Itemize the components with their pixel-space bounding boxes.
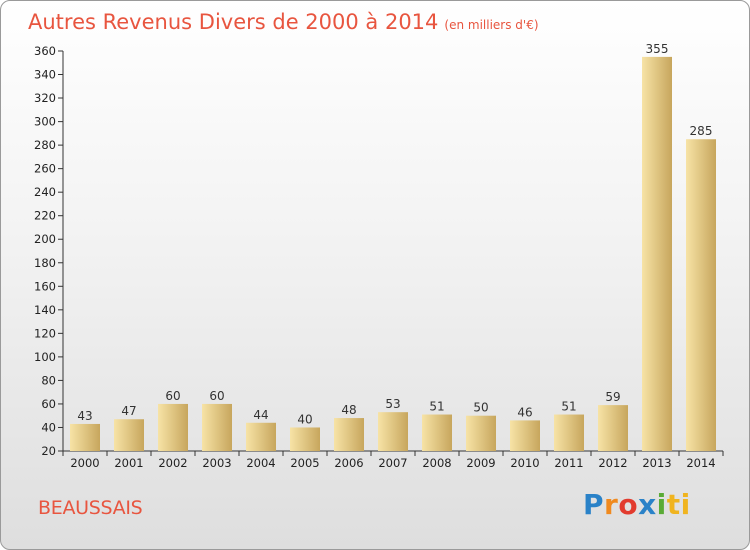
bar — [334, 418, 364, 451]
bar — [114, 419, 144, 451]
chart-title-text: Autres Revenus Divers de 2000 à 2014 — [28, 10, 439, 34]
bar — [246, 422, 276, 451]
y-tick-label: 300 — [34, 115, 56, 129]
bar-value-label: 40 — [297, 412, 312, 426]
x-tick-label: 2003 — [202, 456, 231, 470]
x-tick-label: 2004 — [246, 456, 275, 470]
bar-value-label: 43 — [77, 409, 92, 423]
bar-value-label: 48 — [341, 403, 356, 417]
bar — [554, 414, 584, 451]
town-name: BEAUSSAIS — [38, 497, 143, 519]
logo-letter: ti — [666, 488, 691, 521]
bar — [686, 139, 716, 451]
chart-data-labels: 43 47 60 60 44 40 48 53 51 50 46 51 59 355 285 — [77, 42, 712, 427]
x-tick-label: 2014 — [686, 456, 715, 470]
x-tick-label: 2009 — [466, 456, 495, 470]
bar — [202, 403, 232, 451]
bar — [290, 427, 320, 451]
proxiti-logo: Proxiti — [583, 488, 691, 521]
chart-axes: 20 40 60 80 100 120 140 160 180 200 220 240 260 280 30… — [34, 44, 724, 470]
bar-value-label: 60 — [209, 389, 224, 403]
x-tick-label: 2007 — [378, 456, 407, 470]
y-tick-label: 100 — [34, 350, 56, 364]
bar-value-label: 51 — [429, 400, 444, 414]
x-tick-label: 2005 — [290, 456, 319, 470]
y-tick-label: 340 — [34, 68, 56, 82]
y-tick-label: 40 — [41, 420, 56, 434]
logo-letter: o — [618, 488, 639, 521]
y-tick-label: 360 — [34, 44, 56, 58]
bar-value-label: 47 — [121, 404, 136, 418]
bar-value-label: 44 — [253, 408, 268, 422]
logo-letter: x — [638, 488, 657, 521]
y-tick-label: 140 — [34, 303, 56, 317]
bar-value-label: 60 — [165, 389, 180, 403]
x-tick-label: 2000 — [70, 456, 99, 470]
y-tick-label: 260 — [34, 162, 56, 176]
bar — [378, 412, 408, 451]
logo-letter: r — [604, 488, 619, 521]
bar-value-label: 285 — [690, 124, 713, 138]
bar — [70, 423, 100, 451]
x-tick-label: 2011 — [554, 456, 583, 470]
bar-value-label: 51 — [561, 400, 576, 414]
y-tick-label: 120 — [34, 326, 56, 340]
x-tick-label: 2006 — [334, 456, 363, 470]
y-tick-label: 220 — [34, 209, 56, 223]
bar — [158, 403, 188, 451]
y-tick-label: 160 — [34, 279, 56, 293]
y-tick-label: 240 — [34, 185, 56, 199]
y-tick-label: 320 — [34, 91, 56, 105]
chart-subtitle: (en milliers d'€) — [444, 18, 539, 32]
logo-letter: i — [656, 488, 667, 521]
x-tick-label: 2010 — [510, 456, 539, 470]
chart-title: Autres Revenus Divers de 2000 à 2014 (en … — [28, 10, 539, 34]
logo-letter: P — [583, 488, 605, 521]
y-tick-label: 180 — [34, 256, 56, 270]
bar — [510, 420, 540, 451]
bar-value-label: 59 — [605, 390, 620, 404]
bar-value-label: 355 — [646, 42, 669, 56]
y-tick-label: 80 — [41, 373, 56, 387]
y-tick-label: 280 — [34, 138, 56, 152]
bar-value-label: 50 — [473, 401, 488, 415]
y-tick-label: 20 — [41, 444, 56, 458]
x-tick-label: 2001 — [114, 456, 143, 470]
y-tick-label: 200 — [34, 232, 56, 246]
bar-value-label: 53 — [385, 397, 400, 411]
y-tick-label: 60 — [41, 397, 56, 411]
x-tick-label: 2002 — [158, 456, 187, 470]
x-tick-label: 2012 — [598, 456, 627, 470]
bar — [466, 415, 496, 451]
bar — [642, 56, 672, 451]
bar — [422, 414, 452, 451]
bar-value-label: 46 — [517, 405, 532, 419]
x-tick-label: 2013 — [642, 456, 671, 470]
bar — [598, 405, 628, 451]
x-tick-label: 2008 — [422, 456, 451, 470]
chart-bars — [70, 56, 716, 451]
